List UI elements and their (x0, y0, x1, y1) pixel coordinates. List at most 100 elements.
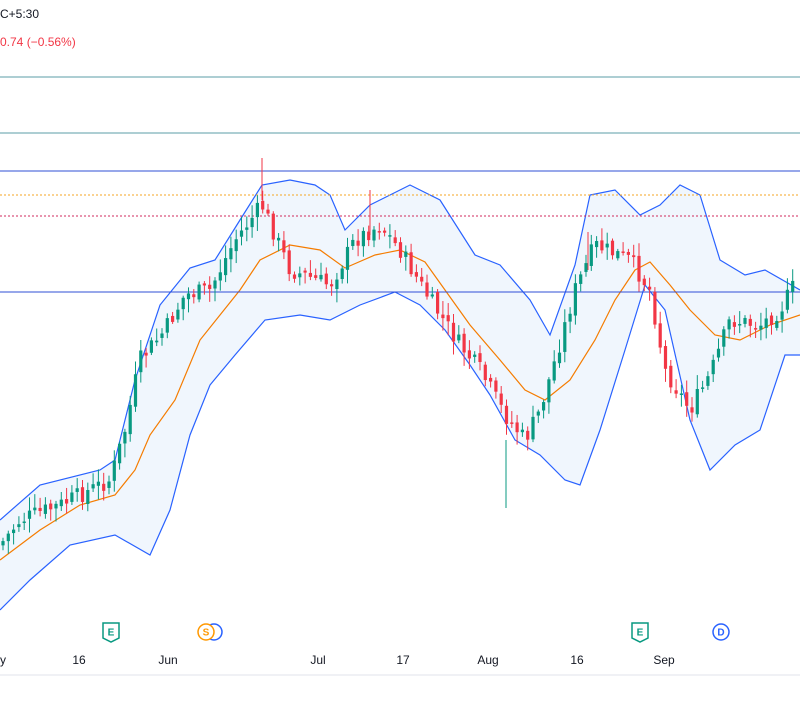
candle[interactable] (128, 395, 132, 442)
candle[interactable] (351, 234, 355, 250)
candle[interactable] (409, 243, 413, 277)
candle[interactable] (27, 497, 32, 533)
candle[interactable] (706, 371, 710, 390)
candle[interactable] (1, 537, 5, 551)
candle[interactable] (59, 491, 63, 511)
candle[interactable] (701, 380, 705, 393)
candle[interactable] (91, 473, 95, 493)
candle[interactable] (642, 275, 646, 292)
earnings-event-marker[interactable]: E (631, 622, 649, 643)
candle[interactable] (261, 190, 265, 214)
candle[interactable] (536, 409, 540, 423)
candle[interactable] (648, 277, 652, 301)
candle[interactable] (780, 301, 784, 333)
candle[interactable] (65, 487, 69, 514)
candle[interactable] (356, 229, 360, 257)
candle[interactable] (473, 351, 477, 363)
candle[interactable] (75, 478, 79, 502)
candle[interactable] (547, 377, 551, 414)
candle[interactable] (38, 497, 42, 517)
candle[interactable] (441, 301, 445, 331)
candle[interactable] (218, 259, 222, 291)
candle[interactable] (118, 441, 122, 470)
candle[interactable] (54, 500, 58, 522)
candle[interactable] (669, 360, 673, 394)
candle[interactable] (632, 244, 636, 268)
candle[interactable] (314, 268, 318, 281)
candle[interactable] (425, 274, 429, 300)
candle[interactable] (600, 228, 604, 254)
candle[interactable] (181, 295, 185, 321)
candle[interactable] (748, 314, 752, 338)
earnings-event-marker[interactable]: E (102, 622, 120, 643)
candle[interactable] (531, 405, 535, 443)
candle[interactable] (149, 337, 153, 356)
candle[interactable] (367, 225, 371, 247)
candle[interactable] (589, 234, 593, 271)
candle[interactable] (775, 315, 779, 331)
candle[interactable] (727, 316, 731, 339)
candle[interactable] (716, 338, 721, 362)
candle[interactable] (515, 414, 519, 445)
candle[interactable] (340, 265, 344, 284)
candle[interactable] (430, 286, 434, 299)
candle[interactable] (621, 242, 625, 256)
candle[interactable] (43, 497, 47, 519)
candle[interactable] (467, 340, 471, 369)
candle[interactable] (49, 499, 53, 521)
candle[interactable] (123, 428, 127, 458)
candle[interactable] (303, 267, 307, 284)
dividend-event-marker[interactable]: D (712, 623, 730, 641)
candle[interactable] (446, 303, 450, 336)
candle[interactable] (595, 236, 599, 258)
candle[interactable] (224, 245, 228, 283)
candle[interactable] (557, 339, 562, 368)
candle[interactable] (679, 384, 683, 407)
candle[interactable] (563, 309, 567, 363)
candle[interactable] (176, 302, 180, 323)
candle[interactable] (420, 267, 424, 287)
candle[interactable] (526, 426, 530, 451)
candle[interactable] (335, 272, 339, 303)
candle[interactable] (112, 450, 116, 492)
candle[interactable] (271, 211, 275, 247)
candle[interactable] (22, 512, 26, 531)
candle[interactable] (414, 264, 418, 283)
candle[interactable] (234, 229, 238, 264)
candle[interactable] (584, 254, 588, 277)
candle[interactable] (388, 224, 392, 249)
candle[interactable] (330, 279, 334, 296)
candle[interactable] (478, 345, 482, 371)
candle[interactable] (436, 288, 440, 320)
candle[interactable] (383, 227, 387, 237)
candle[interactable] (732, 315, 736, 335)
candle[interactable] (764, 307, 768, 339)
candle[interactable] (202, 281, 206, 295)
candle[interactable] (738, 311, 742, 334)
candle[interactable] (277, 233, 281, 252)
candle[interactable] (552, 350, 556, 384)
candle[interactable] (308, 260, 312, 281)
candle[interactable] (663, 340, 668, 382)
candle[interactable] (711, 354, 715, 383)
candle[interactable] (674, 379, 678, 399)
candle[interactable] (33, 494, 37, 515)
candle[interactable] (107, 475, 111, 495)
candle[interactable] (139, 339, 143, 383)
candle[interactable] (451, 313, 456, 355)
candle[interactable] (266, 203, 270, 216)
candle[interactable] (685, 380, 689, 417)
candle[interactable] (345, 237, 350, 284)
candle[interactable] (70, 485, 74, 505)
candle[interactable] (287, 244, 291, 282)
candle[interactable] (292, 271, 297, 283)
candle[interactable] (171, 311, 175, 324)
candle[interactable] (239, 216, 244, 246)
candle[interactable] (489, 374, 493, 388)
candle[interactable] (494, 377, 498, 399)
candle[interactable] (610, 238, 615, 260)
candle[interactable] (769, 312, 774, 335)
candle[interactable] (520, 422, 524, 437)
candle[interactable] (245, 216, 249, 242)
